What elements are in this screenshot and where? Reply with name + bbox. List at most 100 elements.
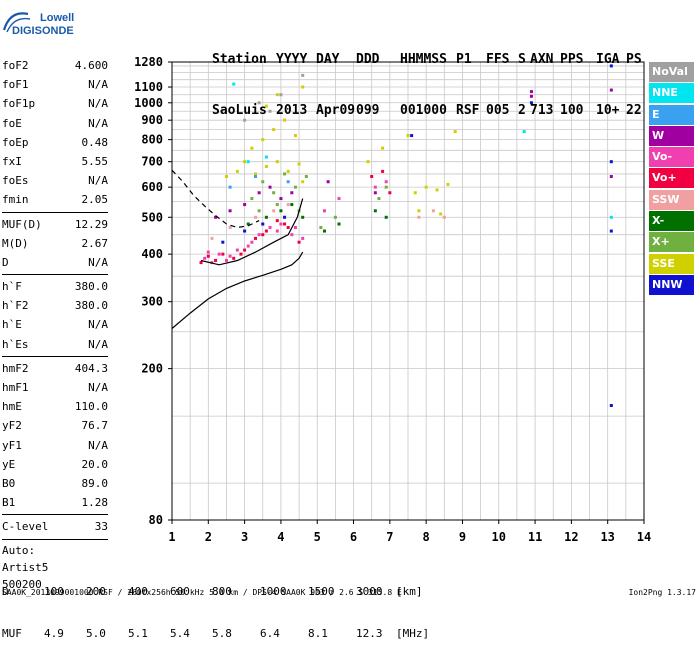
- echo-point: [609, 215, 613, 219]
- x-tick-label: 10: [492, 530, 506, 544]
- echo-point: [290, 191, 294, 195]
- echo-point: [431, 209, 435, 213]
- param-name: foEs: [2, 174, 29, 188]
- echo-point: [224, 175, 228, 178]
- echo-point: [214, 215, 218, 219]
- echo-point: [275, 203, 279, 207]
- param-row: foF2 4.600: [2, 56, 108, 75]
- echo-point: [257, 233, 261, 237]
- param-row: yF2 76.7: [2, 416, 108, 435]
- legend-entry: NNE: [649, 83, 694, 104]
- y-tick-label: 600: [141, 180, 163, 194]
- echo-point: [235, 169, 239, 173]
- echo-point: [417, 215, 421, 219]
- y-tick-label: 1000: [134, 96, 163, 110]
- echo-point: [250, 197, 254, 201]
- echo-point: [410, 134, 414, 138]
- param-separator: [2, 211, 108, 213]
- dmuf-cell: 1500: [308, 585, 335, 598]
- param-row: foF1p N/A: [2, 94, 108, 113]
- echo-point: [235, 248, 239, 252]
- param-row: fxI 5.55: [2, 152, 108, 171]
- param-value: 2.05: [81, 193, 109, 207]
- echo-point: [301, 85, 305, 89]
- x-tick-label: 14: [637, 530, 651, 544]
- echo-point: [268, 185, 272, 189]
- header-label: DDD: [356, 52, 380, 67]
- header-value: 2013: [276, 103, 308, 118]
- legend-entry: NoVal: [649, 62, 694, 82]
- dmuf-cell: 6.4: [260, 627, 280, 640]
- param-row: B1 1.28: [2, 493, 108, 512]
- param-row: h`Es N/A: [2, 335, 108, 354]
- param-name: foEp: [2, 135, 29, 149]
- y-tick-label: 400: [141, 247, 163, 261]
- header-label: AXN: [530, 52, 554, 67]
- echo-point: [366, 160, 370, 164]
- echo-point: [246, 160, 250, 164]
- param-name: foF1: [2, 78, 29, 92]
- param-value: N/A: [88, 381, 108, 394]
- lowell-digisonde-logo: Lowell DIGISONDE: [0, 8, 80, 38]
- param-row: hmF2 404.3: [2, 359, 108, 378]
- ionogram-chart: 1 2 3 4 5 6 7 8 9 10 11 12 13 14 80200300400500600700…: [134, 55, 651, 544]
- param-row: M(D) 2.67: [2, 234, 108, 253]
- param-name: h`F: [2, 280, 22, 294]
- param-name: foE: [2, 116, 22, 130]
- x-tick-label: 11: [528, 530, 542, 544]
- param-value: 380.0: [74, 299, 108, 313]
- dmuf-cell: 5.8: [212, 627, 232, 640]
- header-value: 001000: [400, 103, 447, 118]
- param-value: 2.67: [81, 236, 109, 250]
- echo-point: [609, 64, 613, 68]
- y-tick-label: 1100: [134, 80, 163, 94]
- param-value: N/A: [88, 255, 108, 269]
- header-label: Station: [212, 52, 267, 67]
- param-value: N/A: [88, 438, 108, 452]
- echo-point: [370, 175, 374, 178]
- param-name: B0: [2, 476, 16, 490]
- dmuf-cell: [km]: [396, 585, 423, 598]
- param-separator: [2, 538, 108, 540]
- x-tick-label: 8: [423, 530, 430, 544]
- param-name: hmF1: [2, 381, 29, 394]
- echo-point: [246, 222, 250, 226]
- legend-entry: Vo-: [649, 147, 694, 168]
- y-tick-label: 700: [141, 155, 163, 169]
- plot-grid: [171, 62, 644, 520]
- header-label: YYYY: [276, 52, 308, 67]
- echo-point: [272, 128, 276, 132]
- param-value: 4.600: [74, 59, 108, 72]
- profile-curve: [200, 198, 304, 266]
- plot-curves: [171, 169, 304, 329]
- echo-point: [206, 254, 210, 258]
- header-label: P1: [456, 52, 472, 67]
- dmuf-cell: 5.1: [128, 627, 148, 640]
- param-name: hmF2: [2, 361, 29, 375]
- x-tick-label: 6: [350, 530, 357, 544]
- echo-point: [243, 118, 247, 122]
- param-name: foF2: [2, 59, 29, 72]
- x-tick-label: 3: [241, 530, 248, 544]
- plot-frame: [171, 61, 645, 521]
- echo-point: [609, 175, 613, 178]
- profile-curve: [171, 251, 304, 329]
- header-value: 100: [560, 103, 584, 118]
- param-row: hmE 110.0: [2, 397, 108, 416]
- param-value: N/A: [88, 174, 108, 188]
- param-row: yE 20.0: [2, 455, 108, 474]
- dmuf-cell: D: [2, 585, 9, 598]
- dashed-profile-curve: [171, 169, 260, 229]
- param-value: 76.7: [81, 419, 109, 433]
- legend-entry: SSW: [649, 189, 694, 210]
- dmuf-cell: 8.1: [308, 627, 328, 640]
- param-name: fmin: [2, 193, 29, 207]
- echo-point: [279, 197, 283, 201]
- logo-arc-icon: [2, 12, 31, 33]
- echo-point: [333, 215, 337, 219]
- param-name: h`F2: [2, 299, 29, 313]
- echo-point: [453, 130, 457, 134]
- muf-row: MUF 4.9 5.0 5.1 5.4 5.8 6.4 8.1 12.3 [MHz]: [2, 627, 429, 641]
- echo-point: [257, 191, 261, 195]
- param-name: hmE: [2, 400, 22, 414]
